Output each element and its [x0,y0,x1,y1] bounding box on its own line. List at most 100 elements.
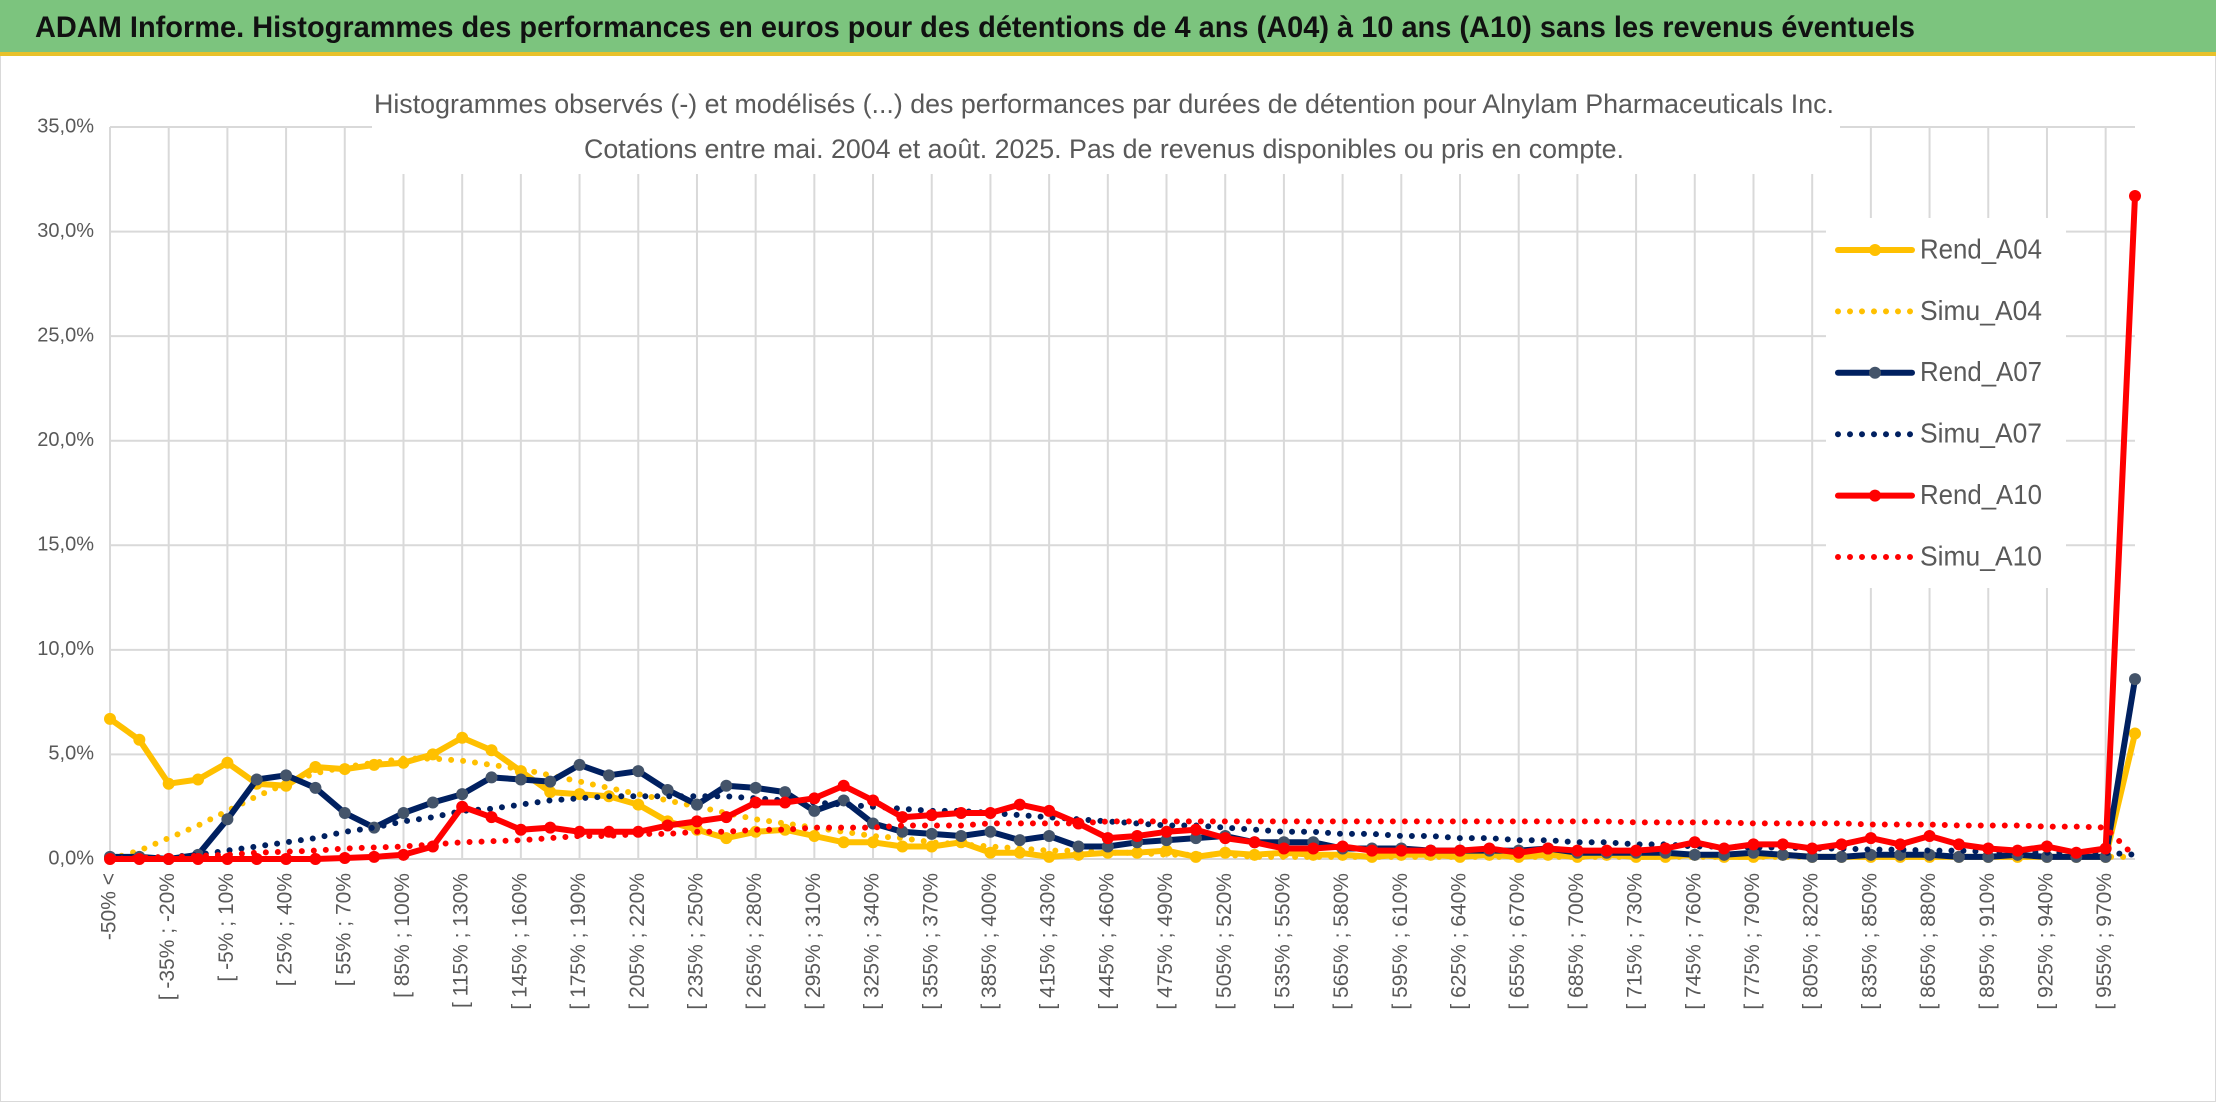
data-point [485,811,498,824]
data-point [1952,850,1965,863]
legend-marker [1869,489,1881,502]
x-tick-label: [ 745% ; 760% [1682,873,1705,1010]
data-point [1747,838,1760,851]
y-tick-label: 20,0% [37,429,94,451]
data-point [1835,850,1848,863]
data-point [456,788,469,801]
data-point [2099,842,2112,855]
legend: Rend_A04 Simu_A04 Rend_A07 Simu_A07 Rend_A10… [1826,218,2066,588]
legend-label: Simu_A04 [1920,295,2042,326]
data-point [984,806,997,819]
x-tick-label: [ 895% ; 910% [1976,873,1999,1010]
data-point [984,825,997,838]
y-tick-label: 25,0% [37,324,94,346]
data-point [1365,844,1378,857]
data-point [984,846,997,859]
data-point [837,779,850,792]
data-point [338,806,351,819]
model-line [107,818,2138,862]
data-point [280,853,293,865]
x-tick-label: [ 355% ; 370% [919,873,942,1010]
data-point [280,769,293,782]
chart-title: Histogrammes observés (-) et modélisés (… [374,89,1834,119]
x-tick-label: [ 25% ; 40% [274,873,297,986]
x-tick-label: [ 595% ; 610% [1389,873,1412,1010]
x-tick-label: [ -5% ; 10% [215,873,238,982]
data-point [514,823,527,836]
data-point [1189,832,1202,845]
x-tick-label: [ 505% ; 520% [1213,873,1236,1010]
data-point [426,796,439,809]
data-point [867,836,880,849]
data-point [2129,190,2141,203]
data-point [1542,842,1555,855]
data-point [1747,846,1760,859]
data-point [955,806,968,819]
data-point [1776,838,1789,851]
data-point [720,811,733,824]
x-tick-label: [ 655% ; 670% [1506,873,1529,1010]
y-tick-label: 0,0% [48,847,94,869]
data-point [808,829,821,842]
legend-label: Rend_A04 [1920,233,2042,264]
data-point [104,712,116,725]
data-point [896,825,909,838]
data-point [309,781,322,794]
data-point [456,800,469,813]
data-point [544,786,557,799]
x-tick-label: [ 865% ; 880% [1917,873,1940,1010]
x-tick-label: [ 175% ; 190% [567,873,590,1010]
x-tick-label: [ 265% ; 280% [743,873,766,1010]
data-point [1013,834,1026,847]
data-point [309,853,322,865]
x-tick-label: [ 715% ; 730% [1624,873,1647,1010]
data-point [632,765,645,778]
x-tick-label: [ 85% ; 100% [391,873,414,998]
data-point [544,821,557,834]
data-point [2129,727,2141,740]
data-point [867,794,880,807]
data-point [485,744,498,757]
x-tick-label: [ 835% ; 850% [1858,873,1881,1010]
data-point [1160,834,1173,847]
data-point [133,853,146,865]
data-point [1806,842,1819,855]
data-point [250,773,263,786]
data-point [573,758,586,771]
data-point [1864,832,1877,845]
legend-label: Simu_A07 [1920,418,2042,449]
data-point [250,853,263,865]
data-point [925,827,938,840]
data-point [1776,848,1789,861]
x-tick-label: [ -35% ; -20% [156,873,179,1000]
data-point [720,779,733,792]
data-point [456,731,469,744]
data-point [1688,836,1701,849]
data-point [1013,798,1026,811]
data-point [1630,844,1643,857]
title-bar-stripe [0,52,2216,56]
observed-line [107,676,2138,862]
plot-area: 0,0% 5,0% 10,0% 15,0% 20,0% 25,0% 30,0% 35,0% -5… [37,115,2141,1010]
data-point [1806,850,1819,863]
x-tick-label: [ 625% ; 640% [1448,873,1471,1010]
legend-background [1826,218,2066,588]
data-point [661,783,674,796]
data-point [2070,846,2083,859]
data-point [1571,844,1584,857]
y-tick-label: 10,0% [37,638,94,660]
data-point [2129,673,2141,686]
data-point [162,777,175,790]
data-point [1982,842,1995,855]
data-point [749,796,762,809]
legend-marker [1869,244,1881,256]
data-point [1101,832,1114,845]
data-point [1688,848,1701,861]
data-point [1277,842,1290,855]
data-point [1923,829,1936,842]
data-point [896,811,909,824]
x-tick-label: [ 145% ; 160% [508,873,531,1010]
data-point [485,771,498,784]
data-point [133,733,146,746]
